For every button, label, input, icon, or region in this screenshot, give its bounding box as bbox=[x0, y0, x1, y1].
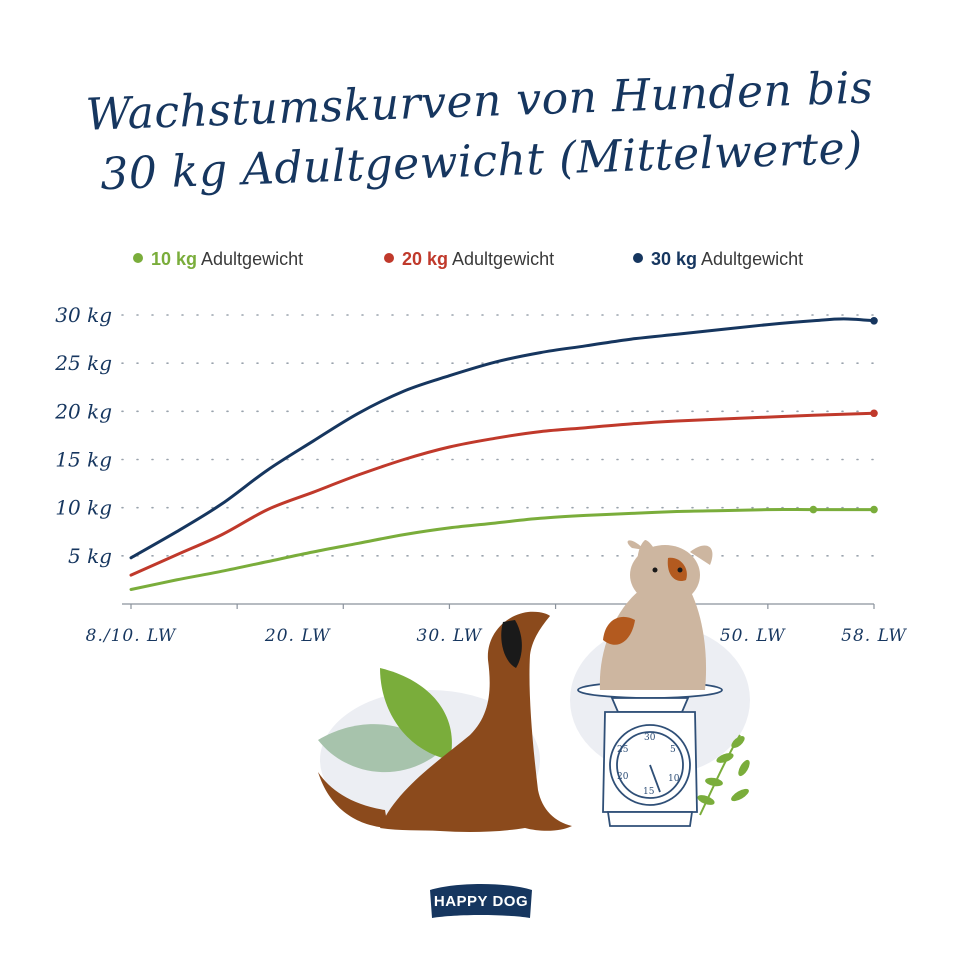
x-tick-label-30: 30. LW bbox=[417, 626, 483, 646]
x-tick-label-20: 20. LW bbox=[264, 626, 331, 646]
scale-dial-30: 30 bbox=[644, 733, 656, 743]
legend-label-20kg: Adultgewicht bbox=[452, 249, 555, 269]
logo-badge-icon bbox=[430, 884, 532, 918]
y-tick-label-20: 20 kg bbox=[54, 399, 112, 423]
y-tick-label-30: 30 kg bbox=[55, 303, 112, 327]
x-axis bbox=[122, 603, 875, 609]
scale-dial-10: 10 bbox=[668, 774, 680, 784]
series-markers bbox=[809, 316, 878, 514]
legend-label-30kg: Adultgewicht bbox=[701, 249, 804, 269]
series-lines bbox=[129, 317, 876, 591]
scale-dial-15: 15 bbox=[643, 787, 655, 797]
brown-dog-illustration bbox=[318, 611, 572, 832]
logo-text: HAPPY DOG bbox=[433, 893, 529, 910]
x-tick-labels: 8./10. LW 20. LW 30. LW 50. LW 58. LW bbox=[86, 626, 907, 646]
puppy-ear-icon bbox=[627, 540, 645, 550]
y-tick-label-25: 25 kg bbox=[54, 351, 112, 375]
series-line-2 bbox=[129, 317, 876, 560]
x-tick-label-58: 58. LW bbox=[841, 626, 907, 646]
legend-item-10kg: 10 kg Adultgewicht bbox=[133, 249, 303, 270]
legend-dot-30kg bbox=[633, 253, 643, 263]
y-tick-labels: 5 kg 10 kg 15 kg 20 kg 25 kg 30 kg bbox=[54, 303, 112, 568]
legend-dot-10kg bbox=[133, 253, 143, 263]
scale-dial-20: 20 bbox=[617, 772, 629, 782]
illustration: 30 5 10 15 20 25 bbox=[318, 540, 750, 832]
legend-bold-30kg: 30 kg bbox=[651, 249, 698, 269]
scale-dial-5: 5 bbox=[670, 745, 676, 755]
x-tick-label-50: 50. LW bbox=[720, 626, 786, 646]
grid-lines bbox=[121, 314, 875, 557]
dog-ear-icon bbox=[501, 620, 522, 668]
series-line-0 bbox=[129, 508, 876, 591]
green-leaf-icon bbox=[380, 668, 452, 760]
happy-dog-logo: HAPPY DOG bbox=[426, 880, 536, 924]
sitting-puppy-illustration bbox=[599, 540, 713, 690]
weighing-scale-illustration: 30 5 10 15 20 25 bbox=[577, 681, 723, 827]
y-tick-label-5: 5 kg bbox=[68, 544, 112, 568]
legend-item-30kg: 30 kg Adultgewicht bbox=[633, 249, 803, 270]
scale-dial-25: 25 bbox=[617, 745, 629, 755]
series-marker-1-58 bbox=[870, 409, 878, 418]
puppy-ear-icon bbox=[690, 545, 713, 565]
legend-label-10kg: Adultgewicht bbox=[201, 249, 304, 269]
legend-bold-20kg: 20 kg bbox=[402, 249, 449, 269]
series-line-1 bbox=[129, 411, 876, 577]
series-marker-0-58 bbox=[870, 505, 878, 514]
series-marker-2-58 bbox=[870, 316, 878, 325]
legend-item-20kg: 20 kg Adultgewicht bbox=[384, 249, 554, 270]
leaf-sprig-icon bbox=[697, 734, 750, 816]
x-tick-label-9: 8./10. LW bbox=[86, 626, 177, 646]
legend-bold-10kg: 10 kg bbox=[151, 249, 198, 269]
legend-dot-20kg bbox=[384, 253, 394, 263]
y-tick-label-15: 15 kg bbox=[55, 448, 112, 472]
series-marker-0-54 bbox=[809, 505, 818, 514]
y-tick-label-10: 10 kg bbox=[55, 496, 112, 520]
legend: 10 kg Adultgewicht 20 kg Adultgewicht 30 k… bbox=[0, 249, 961, 275]
